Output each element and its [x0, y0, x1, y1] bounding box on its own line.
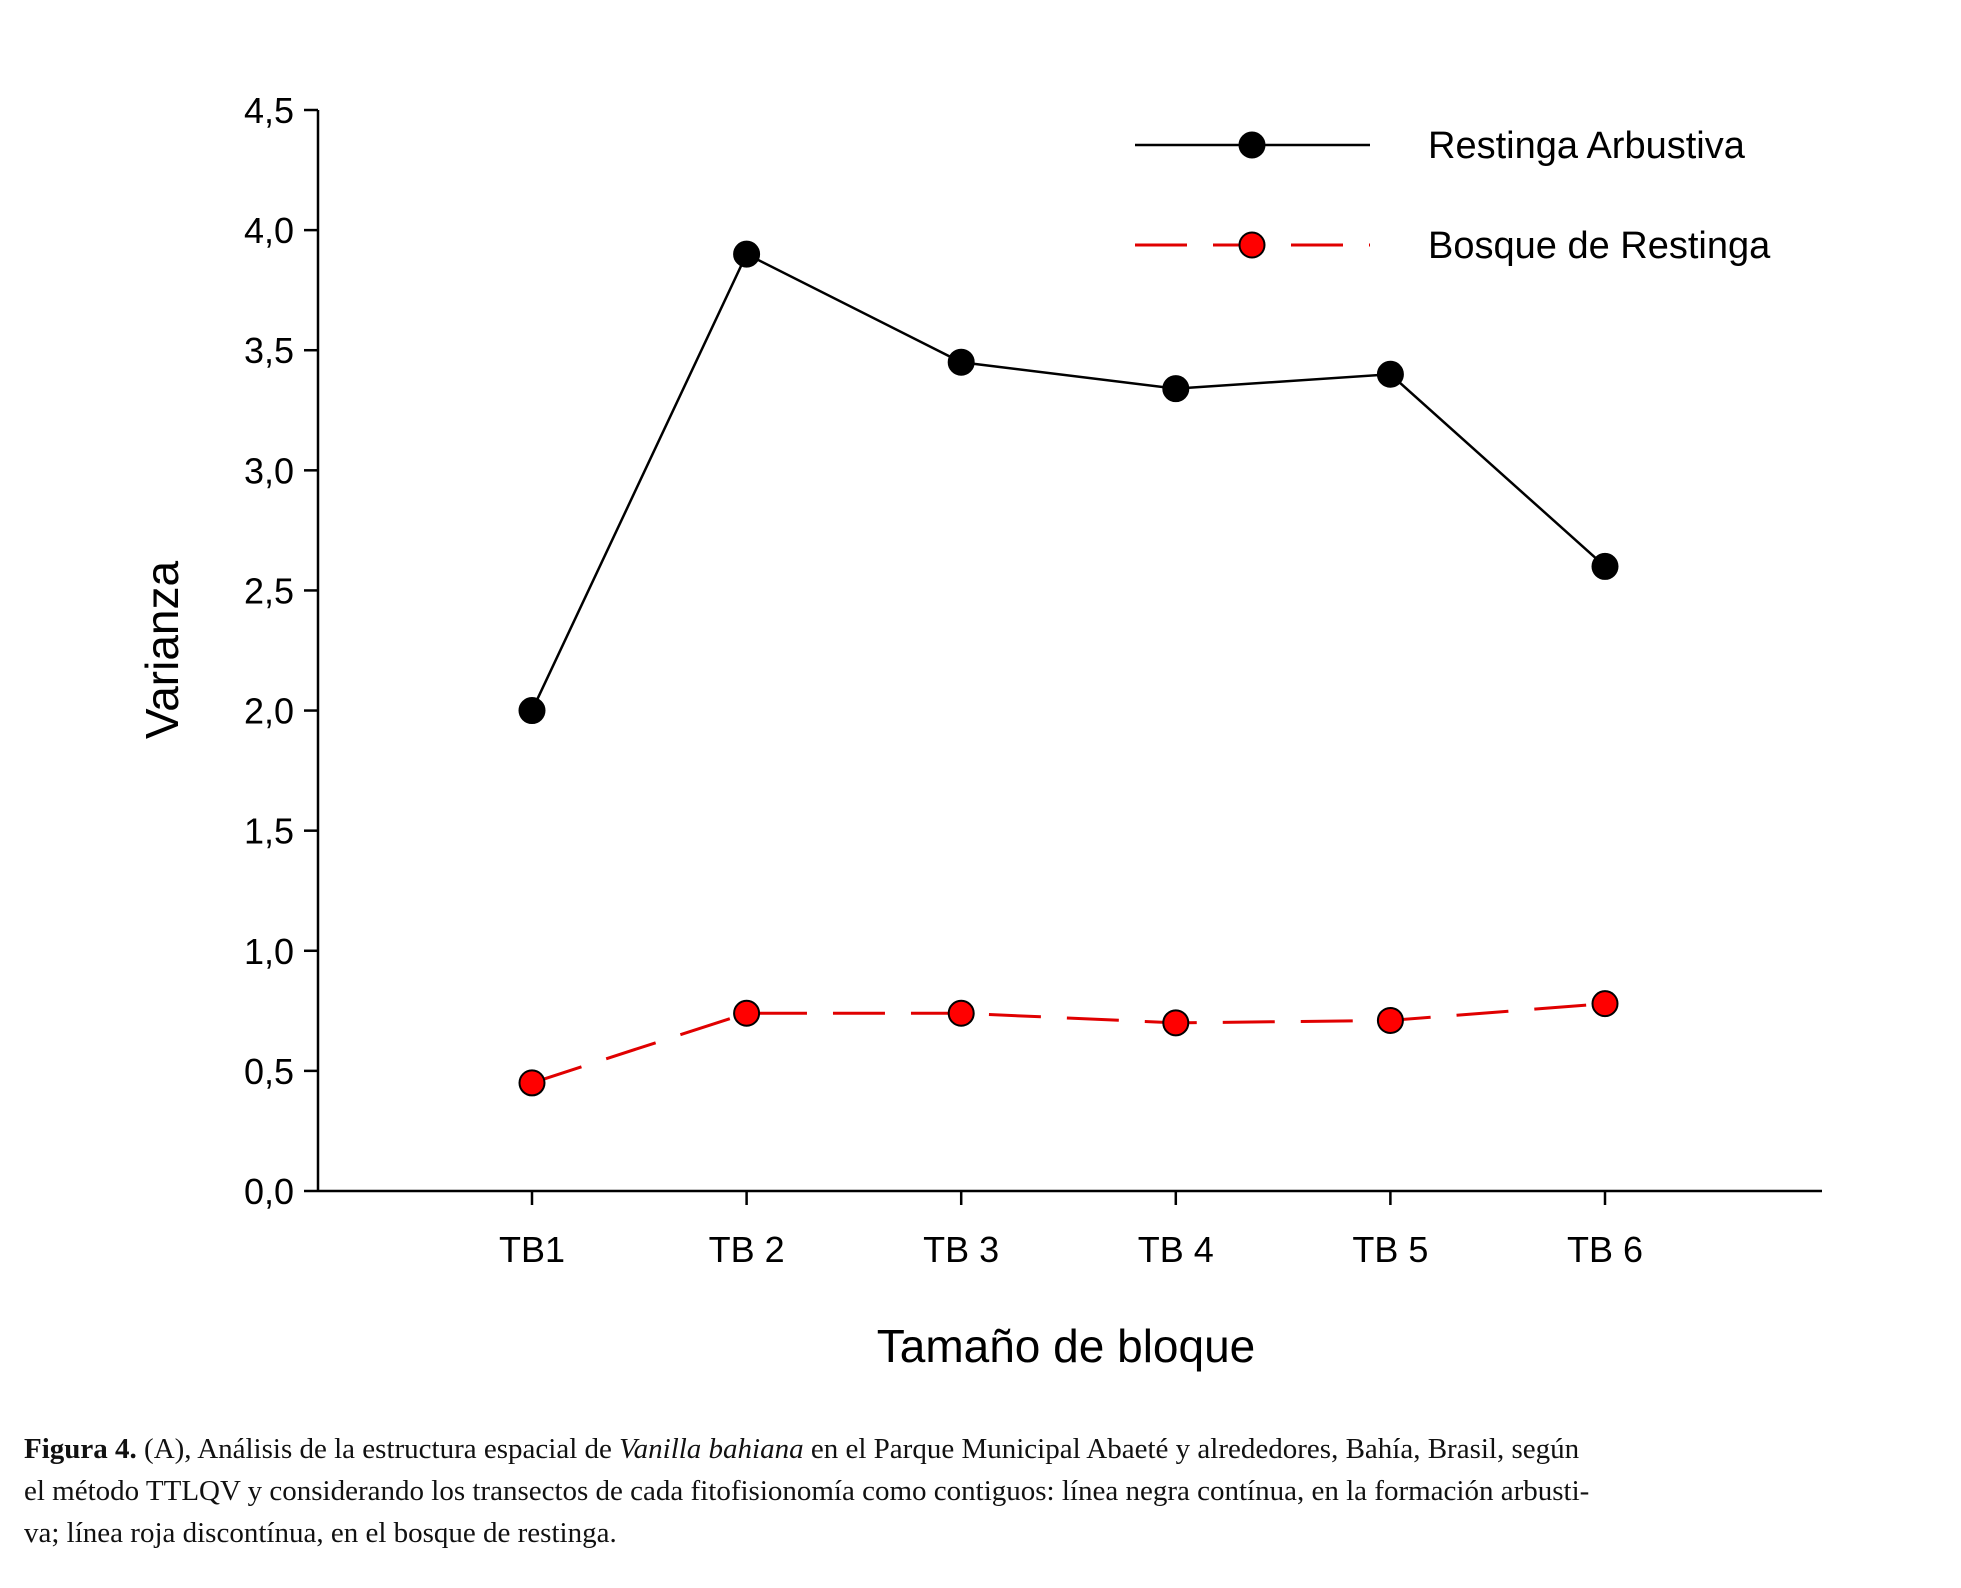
- y-tick-label: 1,0: [244, 931, 294, 972]
- caption-text-1: (A), Análisis de la estructura espacial …: [136, 1433, 620, 1465]
- legend-marker-2: [1238, 231, 1266, 259]
- y-tick-label: 4,5: [244, 90, 294, 131]
- data-point: [733, 999, 761, 1027]
- legend-label-2: Bosque de Restinga: [1428, 225, 1771, 267]
- line-chart: 0,00,51,01,52,02,53,03,54,04,5 TB1 TB 2 TB…: [136, 90, 1822, 1372]
- x-tick-label: TB1: [499, 1229, 565, 1270]
- y-axis-ticks: 0,0 0,5 1,0 1,5 2,0 2,5 3,0 3,5 4,0 4,5: [244, 90, 318, 1212]
- series-line-1: [530, 252, 1606, 712]
- data-point: [1376, 360, 1404, 388]
- data-point: [947, 348, 975, 376]
- caption-species: Vanilla bahiana: [619, 1433, 804, 1465]
- y-tick-label: 3,5: [244, 330, 294, 371]
- data-point: [518, 697, 546, 725]
- legend: Restinga Arbustiva Bosque de Restinga: [1135, 125, 1771, 267]
- caption-text-4: va; línea roja discontínua, en el bosque…: [24, 1517, 617, 1549]
- y-tick-label: 2,0: [244, 691, 294, 732]
- data-point: [1591, 990, 1619, 1018]
- legend-marker-1: [1238, 131, 1266, 159]
- caption-text-2: en el Parque Municipal Abaeté y alrededo…: [803, 1433, 1580, 1465]
- data-point: [733, 240, 761, 268]
- caption-label: Figura 4.: [24, 1433, 137, 1465]
- figure-caption: Figura 4. (A), Análisis de la estructura…: [24, 1428, 1944, 1554]
- x-axis-label: Tamaño de bloque: [877, 1320, 1256, 1372]
- x-tick-label: TB 2: [709, 1229, 785, 1270]
- y-tick-label: 2,5: [244, 570, 294, 611]
- series-line-2: [531, 1002, 1606, 1085]
- y-tick-label: 0,5: [244, 1051, 294, 1092]
- y-axis-label: Varianza: [136, 561, 188, 740]
- data-point: [518, 1069, 546, 1097]
- data-point: [1376, 1006, 1404, 1034]
- x-tick-label: TB 3: [923, 1229, 999, 1270]
- y-tick-label: 3,0: [244, 450, 294, 491]
- axes: [316, 110, 1822, 1193]
- data-point: [1162, 375, 1190, 403]
- data-point: [1162, 1009, 1190, 1037]
- y-tick-label: 1,5: [244, 811, 294, 852]
- x-tick-label: TB 5: [1352, 1229, 1428, 1270]
- caption-text-3: el método TTLQV y considerando los trans…: [24, 1475, 1590, 1507]
- data-point: [1591, 552, 1619, 580]
- x-tick-label: TB 6: [1567, 1229, 1643, 1270]
- y-tick-label: 4,0: [244, 210, 294, 251]
- y-tick-label: 0,0: [244, 1171, 294, 1212]
- series-layer: [518, 240, 1619, 1097]
- data-point: [947, 999, 975, 1027]
- x-tick-label: TB 4: [1138, 1229, 1214, 1270]
- legend-label-1: Restinga Arbustiva: [1428, 125, 1746, 167]
- x-axis-ticks: TB1 TB 2 TB 3 TB 4 TB 5 TB 6: [499, 1191, 1643, 1270]
